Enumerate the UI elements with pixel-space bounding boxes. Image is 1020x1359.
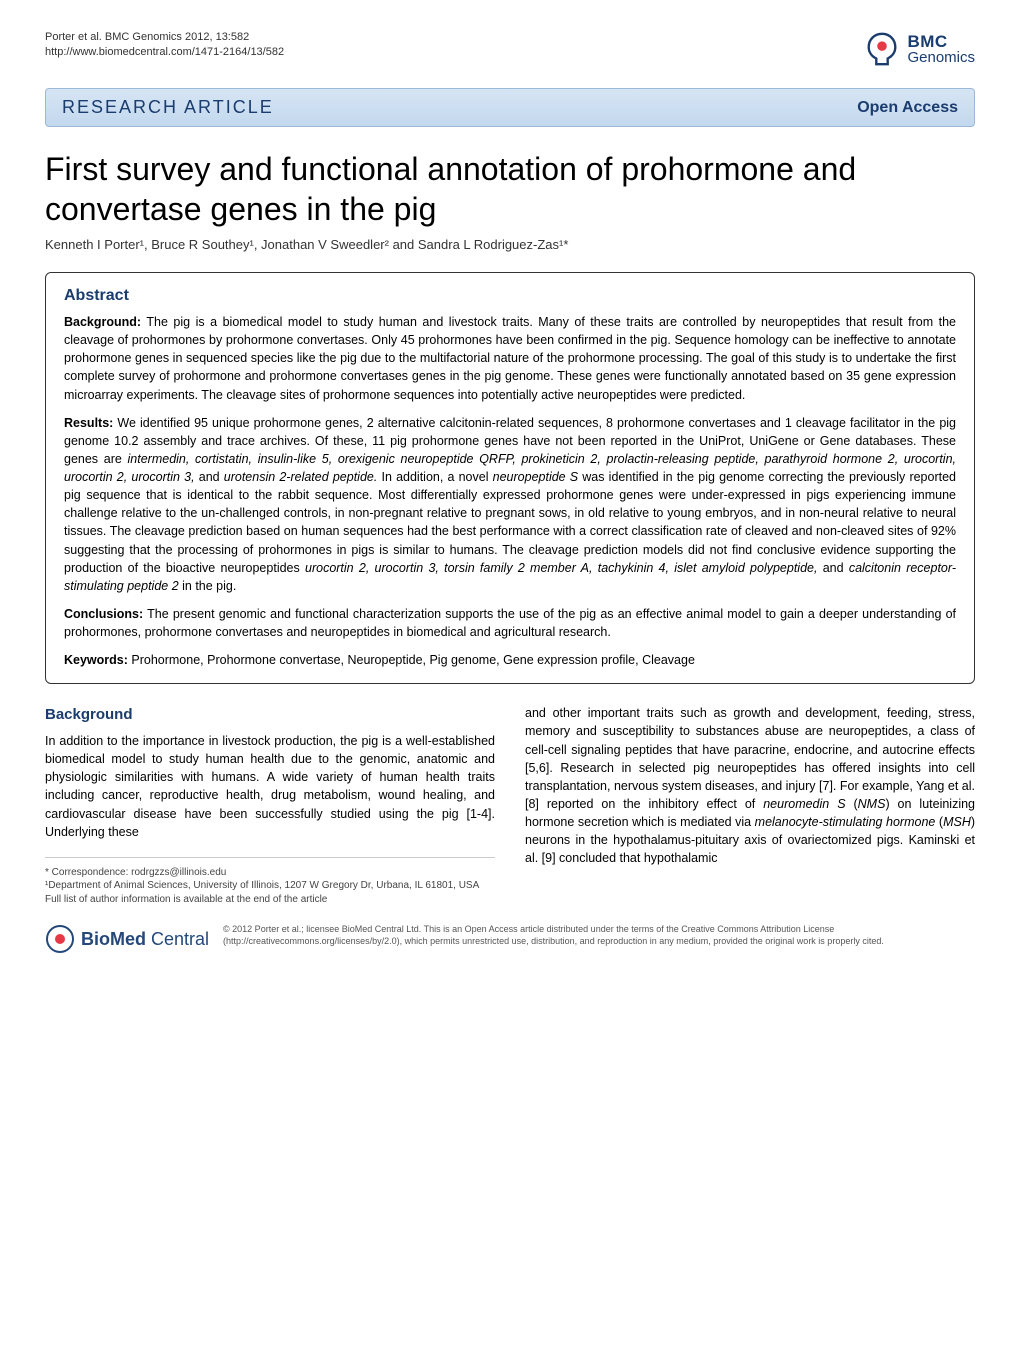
results-text-2: and: [195, 470, 224, 484]
correspondence: * Correspondence: rodrgzzs@illinois.edu: [45, 866, 495, 880]
column-left: Background In addition to the importance…: [45, 704, 495, 906]
biomed-circle-icon: [45, 924, 75, 954]
abstract-background: Background: The pig is a biomedical mode…: [64, 313, 956, 404]
bmc-logo-icon: [863, 30, 901, 68]
article-title: First survey and functional annotation o…: [0, 127, 1020, 237]
citation-line2: http://www.biomedcentral.com/1471-2164/1…: [45, 45, 284, 60]
col1-text: In addition to the importance in livesto…: [45, 732, 495, 841]
author-list: Kenneth I Porter¹, Bruce R Southey¹, Jon…: [0, 237, 1020, 272]
affiliation: ¹Department of Animal Sciences, Universi…: [45, 879, 495, 893]
abstract-heading: Abstract: [64, 287, 956, 305]
biomed-text: BioMed Central: [81, 929, 209, 950]
column-right: and other important traits such as growt…: [525, 704, 975, 906]
citation-line1: Porter et al. BMC Genomics 2012, 13:582: [45, 30, 284, 45]
article-type-banner: RESEARCH ARTICLE Open Access: [45, 88, 975, 127]
results-text-4: was identified in the pig genome correct…: [64, 470, 956, 575]
page-footer: BioMed Central © 2012 Porter et al.; lic…: [0, 906, 1020, 982]
citation-block: Porter et al. BMC Genomics 2012, 13:582 …: [45, 30, 284, 61]
abstract-results: Results: We identified 95 unique prohorm…: [64, 414, 956, 595]
results-text-3: In addition, a novel: [377, 470, 492, 484]
biomed-bold: BioMed: [81, 929, 146, 949]
abstract-keywords: Keywords: Prohormone, Prohormone convert…: [64, 651, 956, 669]
logo-text: BMC Genomics: [907, 33, 975, 65]
results-label: Results:: [64, 416, 113, 430]
keywords-label: Keywords:: [64, 653, 128, 667]
body-columns: Background In addition to the importance…: [0, 704, 1020, 906]
page-header: Porter et al. BMC Genomics 2012, 13:582 …: [0, 0, 1020, 78]
footnotes: * Correspondence: rodrgzzs@illinois.edu …: [45, 857, 495, 907]
results-italic-3: neuropeptide S: [493, 470, 578, 484]
conclusions-text: The present genomic and functional chara…: [64, 607, 956, 639]
col2-text-1: and other important traits such as growt…: [525, 706, 975, 811]
license-text: © 2012 Porter et al.; licensee BioMed Ce…: [223, 924, 975, 947]
results-italic-2: urotensin 2-related peptide.: [224, 470, 378, 484]
biomed-central-logo: BioMed Central: [45, 924, 209, 954]
open-access-badge: Open Access: [857, 99, 958, 117]
col2-italic-3: melanocyte-stimulating hormone: [755, 815, 936, 829]
biomed-light: Central: [146, 929, 209, 949]
col2-italic-1: neuromedin S: [763, 797, 845, 811]
results-italic-4: urocortin 2, urocortin 3, torsin family …: [305, 561, 817, 575]
col2-italic-4: MSH: [943, 815, 971, 829]
background-text: The pig is a biomedical model to study h…: [64, 315, 956, 402]
abstract-conclusions: Conclusions: The present genomic and fun…: [64, 605, 956, 641]
col2-italic-2: NMS: [858, 797, 886, 811]
full-author-list-note: Full list of author information is avail…: [45, 893, 495, 907]
conclusions-label: Conclusions:: [64, 607, 143, 621]
logo-bmc: BMC: [907, 33, 975, 50]
background-label: Background:: [64, 315, 141, 329]
journal-logo: BMC Genomics: [863, 30, 975, 68]
results-text-6: in the pig.: [179, 579, 237, 593]
keywords-text: Prohormone, Prohormone convertase, Neuro…: [128, 653, 695, 667]
logo-subtitle: Genomics: [907, 50, 975, 65]
background-section-head: Background: [45, 704, 495, 726]
results-text-5: and: [817, 561, 848, 575]
article-type: RESEARCH ARTICLE: [62, 97, 274, 118]
abstract-box: Abstract Background: The pig is a biomed…: [45, 272, 975, 684]
col2-text-4: (: [935, 815, 943, 829]
col2-text-2: (: [846, 797, 858, 811]
